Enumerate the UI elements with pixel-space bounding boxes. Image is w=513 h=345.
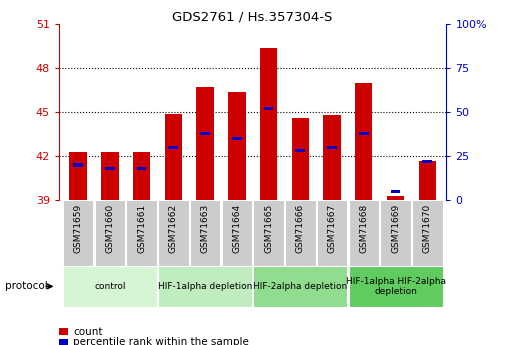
Bar	[165, 114, 182, 200]
Text: HIF-1alpha HIF-2alpha
depletion: HIF-1alpha HIF-2alpha depletion	[346, 277, 445, 296]
Text: GSM71661: GSM71661	[137, 203, 146, 253]
Text: GSM71662: GSM71662	[169, 203, 178, 253]
Text: GSM71669: GSM71669	[391, 203, 400, 253]
Bar	[63, 200, 93, 266]
Bar	[137, 167, 146, 170]
Bar	[327, 146, 337, 149]
Text: GSM71664: GSM71664	[232, 203, 241, 253]
Bar	[94, 200, 125, 266]
Text: GDS2761 / Hs.357304-S: GDS2761 / Hs.357304-S	[172, 10, 333, 23]
Bar	[200, 132, 210, 135]
Bar	[133, 152, 150, 200]
Text: GSM71668: GSM71668	[359, 203, 368, 253]
Text: GSM71667: GSM71667	[327, 203, 337, 253]
Bar	[295, 149, 305, 152]
Bar	[158, 200, 188, 266]
Text: GSM71660: GSM71660	[105, 203, 114, 253]
Bar	[69, 152, 87, 200]
Bar	[387, 196, 404, 200]
Text: GSM71665: GSM71665	[264, 203, 273, 253]
Bar	[260, 48, 277, 200]
Bar	[317, 200, 347, 266]
Text: GSM71659: GSM71659	[73, 203, 83, 253]
Bar	[380, 200, 411, 266]
Bar	[190, 200, 220, 266]
Bar	[196, 87, 214, 200]
Bar	[158, 266, 252, 307]
Text: GSM71670: GSM71670	[423, 203, 432, 253]
Bar	[355, 83, 372, 200]
Bar	[228, 92, 246, 200]
Text: count: count	[73, 327, 103, 336]
Bar	[419, 160, 436, 200]
Bar	[253, 266, 347, 307]
Bar	[348, 266, 443, 307]
Text: HIF-2alpha depletion: HIF-2alpha depletion	[253, 282, 347, 291]
Bar	[359, 132, 368, 135]
Bar	[232, 137, 242, 140]
Bar	[291, 118, 309, 200]
Text: HIF-1alpha depletion: HIF-1alpha depletion	[158, 282, 252, 291]
Bar	[323, 115, 341, 200]
Text: protocol: protocol	[5, 282, 48, 291]
Bar	[264, 107, 273, 110]
Text: control: control	[94, 282, 126, 291]
Bar	[73, 163, 83, 167]
Bar	[126, 200, 157, 266]
Bar	[423, 160, 432, 163]
Bar	[222, 200, 252, 266]
Bar	[168, 146, 178, 149]
Text: GSM71666: GSM71666	[296, 203, 305, 253]
Bar	[253, 200, 284, 266]
Bar	[105, 167, 114, 170]
Bar	[391, 190, 400, 193]
Bar	[348, 200, 379, 266]
Bar	[63, 266, 157, 307]
Bar	[101, 152, 119, 200]
Text: percentile rank within the sample: percentile rank within the sample	[73, 337, 249, 345]
Bar	[285, 200, 315, 266]
Text: GSM71663: GSM71663	[201, 203, 209, 253]
Bar	[412, 200, 443, 266]
